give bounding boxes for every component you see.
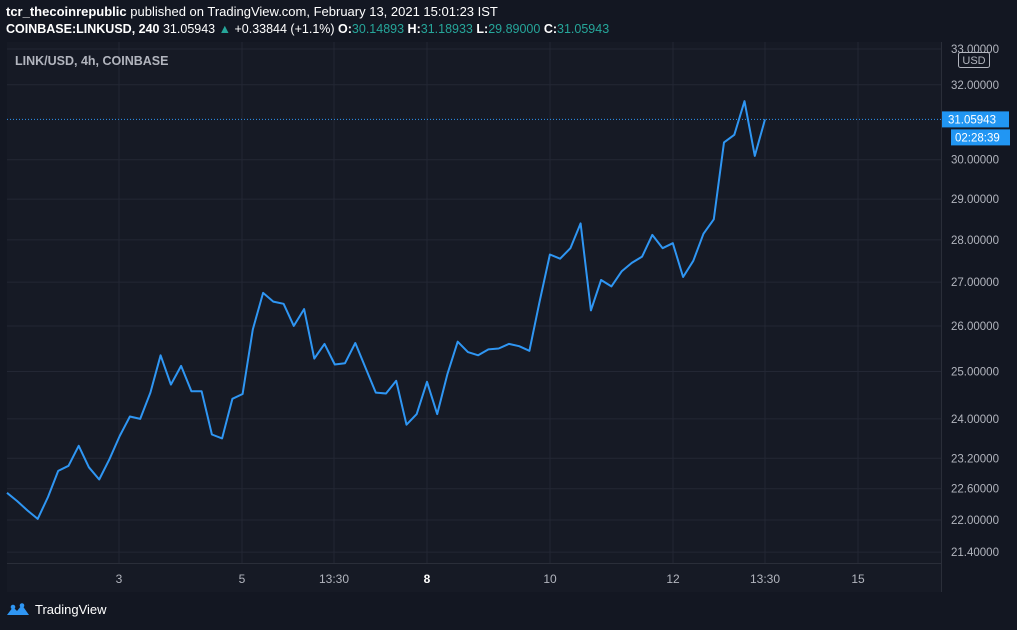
x-tick-label: 10 bbox=[543, 572, 557, 586]
ohlc-bar: COINBASE:LINKUSD, 240 31.05943 ▲ +0.3384… bbox=[6, 22, 609, 36]
chart-title: LINK/USD, 4h, COINBASE bbox=[15, 54, 169, 68]
footer-brand: TradingView bbox=[6, 602, 107, 617]
last-price-tag-bg bbox=[942, 111, 1009, 128]
x-tick-label: 8 bbox=[424, 572, 431, 586]
published-text: published on TradingView.com, February 1… bbox=[130, 4, 498, 19]
brand-name: TradingView bbox=[35, 602, 107, 617]
x-tick-label: 3 bbox=[116, 572, 123, 586]
author-name: tcr_thecoinrepublic bbox=[6, 4, 127, 19]
y-tick-label: 24.00000 bbox=[951, 414, 999, 426]
y-tick-label: 32.00000 bbox=[951, 80, 999, 92]
chart-pane[interactable] bbox=[7, 42, 941, 592]
x-tick-label: 5 bbox=[239, 572, 246, 586]
y-tick-label: 29.00000 bbox=[951, 194, 999, 206]
last-price: 31.05943 bbox=[162, 22, 216, 36]
currency-badge-border bbox=[958, 52, 990, 68]
high-value: 31.18933 bbox=[420, 22, 473, 36]
y-tick-label: 21.40000 bbox=[951, 547, 999, 559]
y-tick-label: 23.20000 bbox=[951, 453, 999, 465]
price-line bbox=[6, 100, 766, 520]
y-tick-label: 30.00000 bbox=[951, 155, 999, 167]
x-tick-label: 15 bbox=[851, 572, 865, 586]
up-arrow-icon: ▲ bbox=[218, 22, 231, 36]
y-tick-label: 27.00000 bbox=[951, 277, 999, 289]
time-axis: 3 5 13:30 8 10 12 13:30 15 bbox=[7, 563, 941, 586]
currency-badge: USD bbox=[962, 55, 985, 67]
open-value: 30.14893 bbox=[351, 22, 405, 36]
symbol-label: COINBASE:LINKUSD, 240 bbox=[6, 22, 160, 36]
y-tick-label: 22.60000 bbox=[951, 484, 999, 496]
last-price-tag: 31.05943 bbox=[948, 114, 996, 126]
close-value: 31.05943 bbox=[557, 22, 610, 36]
y-tick-label: 22.00000 bbox=[951, 515, 999, 527]
tradingview-logo-icon bbox=[7, 602, 29, 615]
y-tick-label: 33.00000 bbox=[951, 44, 999, 56]
y-tick-label: 26.00000 bbox=[951, 321, 999, 333]
y-tick-label: 25.00000 bbox=[951, 366, 999, 378]
low-label: L: bbox=[476, 22, 489, 36]
change-value: +0.33844 (+1.1%) bbox=[234, 22, 335, 36]
x-tick-label: 13:30 bbox=[319, 572, 349, 586]
x-tick-label: 12 bbox=[666, 572, 680, 586]
countdown-tag: 02:28:39 bbox=[955, 132, 1000, 144]
open-label: O: bbox=[338, 22, 352, 36]
close-label: C: bbox=[543, 22, 558, 36]
publish-info: tcr_thecoinrepublic published on Trading… bbox=[6, 4, 498, 19]
low-value: 29.89000 bbox=[488, 22, 541, 36]
high-label: H: bbox=[407, 22, 421, 36]
x-tick-label: 13:30 bbox=[750, 572, 780, 586]
countdown-tag-bg bbox=[951, 129, 1010, 146]
last-price-markers: 31.05943 02:28:39 bbox=[7, 111, 1010, 146]
y-tick-label: 28.00000 bbox=[951, 235, 999, 247]
grid-lines bbox=[7, 42, 941, 563]
price-series bbox=[6, 100, 766, 520]
